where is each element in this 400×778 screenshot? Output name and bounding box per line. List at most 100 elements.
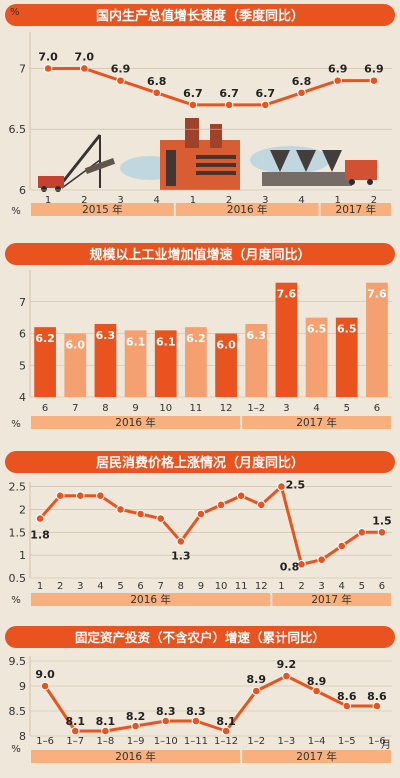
period-bands: 2016 年 2017 年 [31, 750, 391, 763]
gridlines [29, 482, 392, 579]
title-banner [5, 451, 395, 473]
data-point [277, 482, 286, 491]
data-label: 1.3 [171, 549, 191, 562]
x-tick-labels: 1–6 1–7 1–8 1–9 1–10 1–11 1–12 1–2 1–3 1–4 1–5 1–6 [36, 736, 386, 747]
period-band [175, 203, 319, 216]
period-label: 2016 年 [115, 750, 156, 763]
data-label: 6.7 [256, 87, 276, 100]
x-tick-label: 1–12 [214, 736, 238, 747]
data-label: 6.7 [219, 87, 239, 100]
data-label: 6.1 [126, 335, 146, 348]
x-unit-label: % [11, 744, 21, 755]
x-tick-label: 3 [77, 581, 83, 592]
data-label: 6.5 [307, 323, 327, 336]
x-tick-label: 4 [154, 195, 160, 206]
period-label: 2017 年 [296, 750, 337, 763]
data-label: 8.6 [367, 690, 387, 703]
data-point [70, 726, 80, 736]
x-tick-label: 6 [374, 403, 380, 414]
data-label: 0.8 [280, 560, 300, 573]
x-tick-label: 4 [339, 581, 345, 592]
y-tick-labels: 0.5 1 1.5 2 2.5 [9, 481, 27, 585]
data-label: 6.8 [292, 75, 312, 88]
x-unit-label: % [11, 419, 21, 430]
x-tick-label: 2 [57, 581, 63, 592]
period-band [31, 203, 174, 216]
period-label: 2015 年 [82, 203, 123, 216]
data-label: 7.6 [277, 288, 297, 301]
data-point [55, 491, 65, 501]
data-label: 6.2 [35, 332, 55, 345]
x-tick-label: 2 [81, 195, 87, 206]
x-tick-label: 6 [379, 581, 385, 592]
bar-series: 6.2 6.0 6.3 6.1 6.1 6.2 6.0 6.3 7.6 6.5 6.5 7.6 [34, 282, 388, 397]
data-point [261, 100, 270, 110]
period-band [31, 750, 241, 763]
x-tick-label: 5 [117, 581, 123, 592]
data-point [342, 701, 352, 711]
x-tick-label: 1–9 [127, 736, 145, 747]
industrial-skyline-illustration [38, 118, 377, 192]
bar [335, 317, 358, 397]
data-point [297, 559, 306, 569]
period-bands: 2016 年 2017 年 [31, 593, 391, 606]
y-tick-label: 8 [19, 730, 26, 743]
x-tick-label: 1–7 [66, 736, 84, 747]
bar [185, 327, 207, 397]
bar [94, 323, 117, 397]
x-tick-label: 5 [359, 581, 365, 592]
title-banner [5, 243, 395, 265]
data-point [357, 527, 367, 537]
data-point [333, 76, 343, 85]
period-label: 2016 年 [130, 593, 171, 606]
y-tick-label: 4 [19, 391, 26, 404]
chart-title: 国内生产总值增长速度（季度同比） [96, 8, 304, 24]
data-label: 8.2 [126, 710, 146, 723]
data-label: 2.5 [286, 479, 306, 492]
x-tick-label: 1–2 [247, 736, 265, 747]
data-label: 6.1 [156, 335, 176, 348]
data-point [224, 100, 234, 110]
period-band [242, 416, 391, 429]
data-label: 6.5 [337, 323, 357, 336]
x-tick-label: 1 [335, 195, 341, 206]
y-tick-label: 1 [19, 549, 26, 562]
data-label: 6.8 [147, 75, 167, 88]
x-tick-label: 1 [37, 581, 43, 592]
x-tick-label: 1 [278, 581, 284, 592]
panel-gdp: 国内生产总值增长速度（季度同比） [5, 4, 395, 217]
bar [34, 327, 56, 397]
data-point [369, 76, 379, 85]
data-label: 6.7 [183, 87, 203, 100]
data-point [116, 505, 125, 514]
data-label: 6.0 [66, 339, 86, 352]
chart-title: 居民消费价格上涨情况（月度同比） [96, 455, 304, 471]
bar [64, 333, 87, 397]
data-point [152, 88, 161, 98]
data-point [251, 686, 261, 696]
x-tick-label: 11 [190, 403, 203, 414]
data-label: 1.5 [372, 514, 392, 527]
data-point [312, 686, 321, 696]
y-tick-label: 8.5 [9, 705, 27, 718]
series-line: 1.8 1.3 2.5 0.8 1.5 [30, 479, 391, 574]
y-tick-label: 5 [19, 359, 26, 372]
y-tick-label: 2.5 [9, 481, 27, 494]
data-point [136, 509, 145, 519]
x-tick-labels: 1 2 3 4 5 6 7 8 9 10 11 12 1 2 3 4 5 6 [37, 581, 385, 592]
period-label: 2016 年 [115, 416, 156, 429]
x-tick-label: 9 [132, 403, 138, 414]
x-unit-month-label: 月 [381, 739, 391, 751]
data-label: 8.9 [307, 675, 327, 688]
data-point [161, 716, 171, 726]
period-label: 2017 年 [311, 593, 352, 606]
data-label: 7.6 [367, 288, 387, 301]
x-tick-label: 7 [158, 581, 164, 592]
gridlines [29, 656, 392, 737]
data-point [96, 491, 105, 501]
data-point [337, 541, 347, 551]
bar [124, 330, 147, 397]
y-tick-labels: 8 8.5 9 9.5 [9, 655, 27, 743]
x-tick-label: 2 [298, 581, 304, 592]
